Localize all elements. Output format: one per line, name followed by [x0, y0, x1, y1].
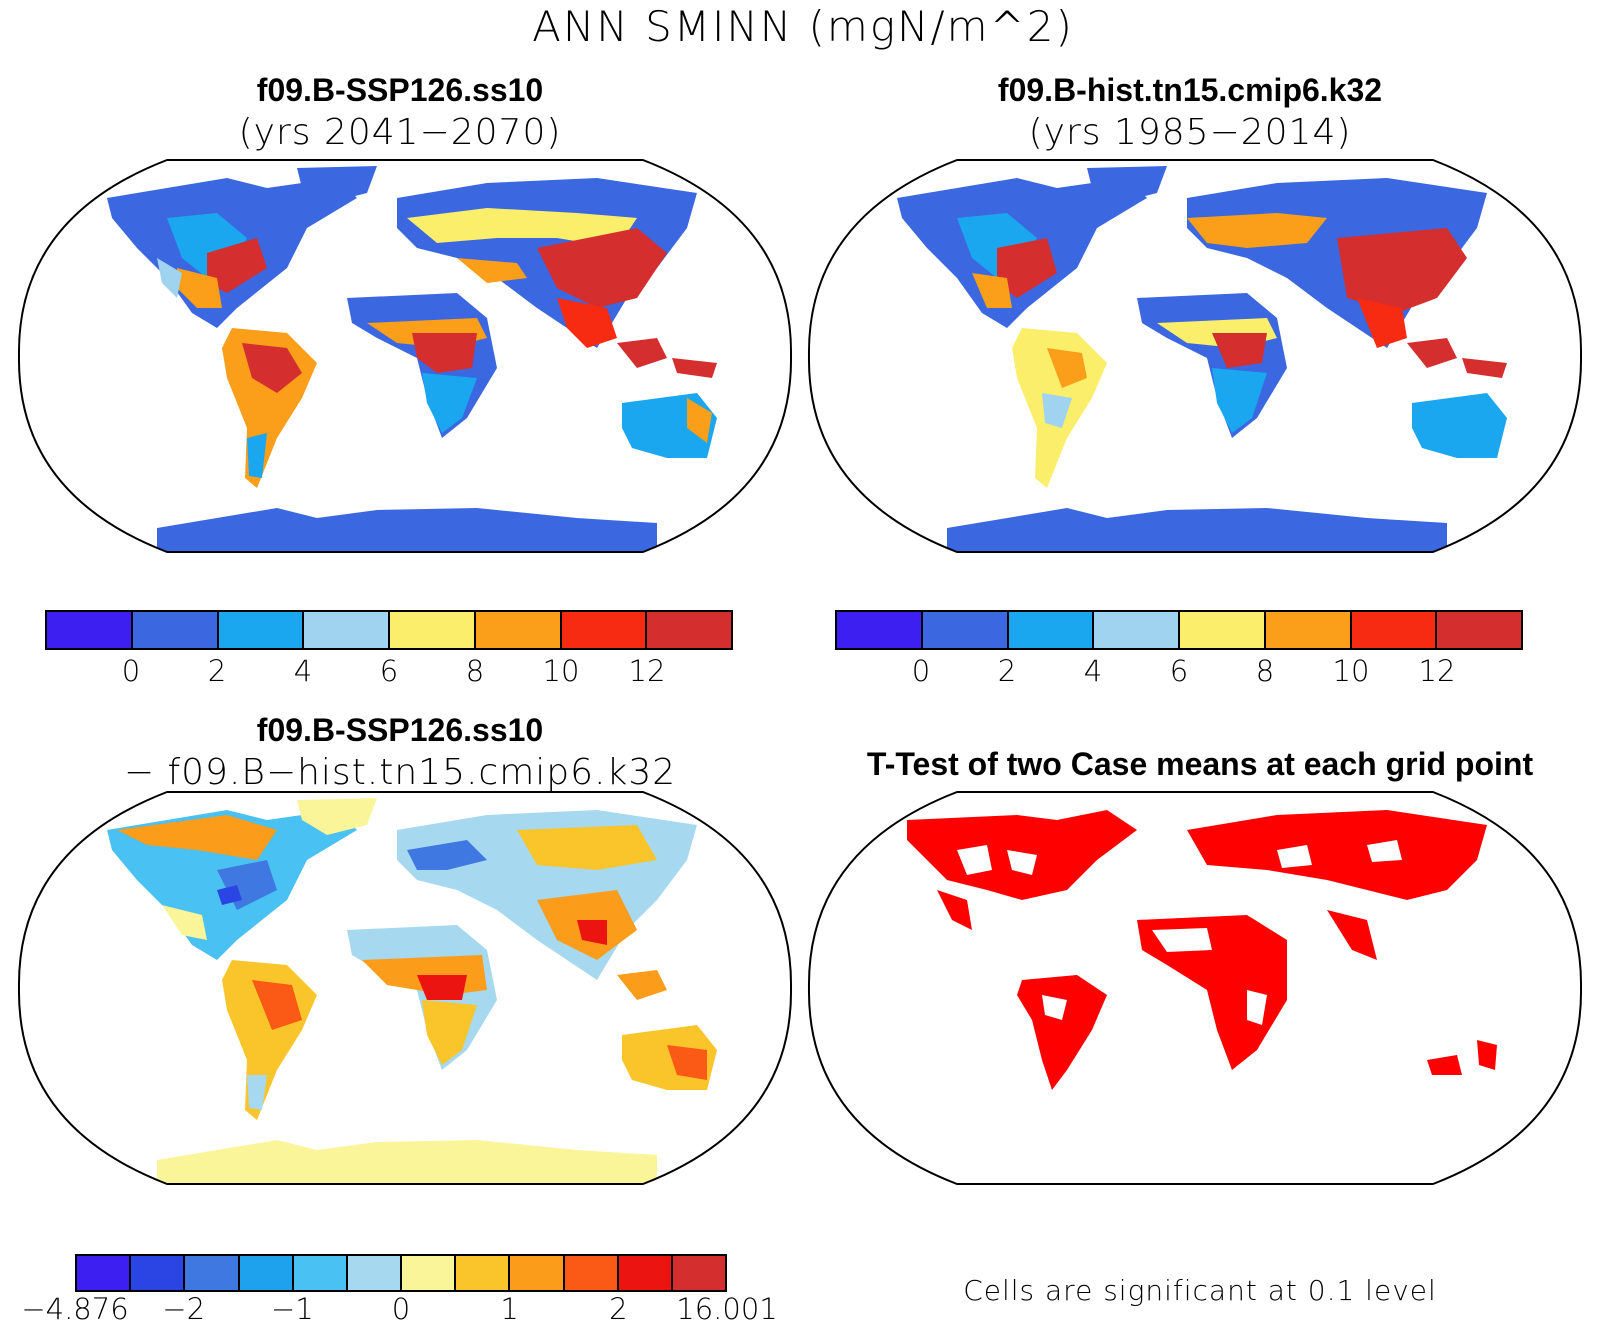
colorbar-tick-label: 4 — [1083, 654, 1103, 688]
colorbar-swatch — [402, 1256, 457, 1290]
colorbar-swatch — [564, 1256, 619, 1290]
colorbar-swatch — [185, 1256, 240, 1290]
colorbar-swatch — [922, 612, 1009, 648]
map-top-left — [17, 159, 793, 553]
colorbar-swatch — [390, 612, 476, 648]
colorbar-tick-label: 4 — [293, 654, 313, 688]
colorbar-swatch — [618, 1256, 673, 1290]
colorbar-swatch — [131, 1256, 186, 1290]
colorbar-tick-label: 0 — [391, 1292, 411, 1326]
colorbar-tick-label: 8 — [465, 654, 485, 688]
colorbar-swatch — [1094, 612, 1180, 648]
colorbar-swatch — [1265, 612, 1352, 648]
colorbar-tick-label: 12 — [1418, 654, 1456, 688]
colorbar-swatch — [218, 612, 305, 648]
significance-footnote: Cells are significant at 0.1 level — [963, 1274, 1437, 1307]
colorbar-swatch — [304, 612, 390, 648]
colorbar-tick-label: 10 — [1332, 654, 1370, 688]
panel-subtitle-top-left: (yrs 2041−2070) — [238, 112, 562, 153]
colorbar-swatch — [475, 612, 562, 648]
colorbar-swatch — [456, 1256, 511, 1290]
colorbar-swatch — [132, 612, 219, 648]
colorbar-tick-label: 0 — [121, 654, 141, 688]
colorbar-tick-label: −1 — [270, 1292, 314, 1326]
panel-subtitle-bottom-left: − f09.B−hist.tn15.cmip6.k32 — [123, 752, 677, 793]
colorbar-tick-label: 8 — [1255, 654, 1275, 688]
colorbar-tick-label: 2 — [207, 654, 227, 688]
colorbar-top-left — [45, 610, 733, 650]
colorbar-tick-label: 10 — [542, 654, 580, 688]
colorbar-tick-label: 12 — [628, 654, 666, 688]
colorbar-tick-label: 1 — [500, 1292, 519, 1326]
colorbar-swatch — [1008, 612, 1095, 648]
colorbar-swatch — [561, 612, 648, 648]
colorbar-swatch — [837, 612, 923, 648]
figure-title: ANN SMINN (mgN/m^2) — [532, 2, 1074, 51]
colorbar-tick-label: 0 — [911, 654, 931, 688]
panel-title-top-left: f09.B-SSP126.ss10 — [256, 72, 544, 108]
colorbar-swatch — [347, 1256, 403, 1290]
map-bottom-left — [17, 791, 793, 1185]
colorbar-labels-top-right: 0 2 4 6 8 10 12 — [835, 654, 1523, 690]
colorbar-swatch — [1437, 612, 1521, 648]
map-bottom-right — [807, 791, 1583, 1185]
colorbar-tick-label: 6 — [379, 654, 399, 688]
colorbar-tick-label: 2 — [997, 654, 1017, 688]
colorbar-tick-label: 2 — [609, 1292, 628, 1326]
colorbar-swatch — [239, 1256, 294, 1290]
colorbar-swatch — [1180, 612, 1266, 648]
colorbar-tick-label: −2 — [162, 1292, 206, 1326]
colorbar-swatch — [647, 612, 731, 648]
colorbar-swatch — [1351, 612, 1438, 648]
colorbar-swatch — [510, 1256, 565, 1290]
colorbar-swatch — [47, 612, 133, 648]
colorbar-tick-label: −4.876 — [21, 1292, 129, 1326]
panel-title-top-right: f09.B-hist.tn15.cmip6.k32 — [997, 72, 1383, 108]
colorbar-top-right — [835, 610, 1523, 650]
colorbar-swatch — [293, 1256, 348, 1290]
colorbar-swatch — [672, 1256, 726, 1290]
colorbar-tick-label: 16.001 — [676, 1292, 778, 1326]
panel-title-bottom-left: f09.B-SSP126.ss10 — [256, 712, 544, 748]
colorbar-labels-top-left: 0 2 4 6 8 10 12 — [45, 654, 733, 690]
colorbar-labels-bottom-left: −4.876 −2 −1 0 1 2 16.001 — [21, 1292, 777, 1328]
colorbar-tick-label: 6 — [1169, 654, 1189, 688]
panel-subtitle-top-right: (yrs 1985−2014) — [1028, 112, 1352, 153]
panel-title-bottom-right: T-Test of two Case means at each grid po… — [866, 746, 1534, 782]
colorbar-bottom-left — [75, 1254, 727, 1292]
map-top-right — [807, 159, 1583, 553]
colorbar-swatch — [77, 1256, 132, 1290]
